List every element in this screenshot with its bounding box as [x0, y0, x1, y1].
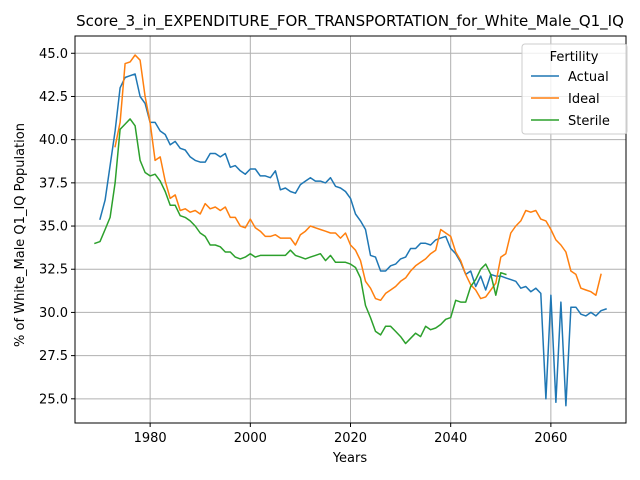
legend-title: Fertility [550, 50, 599, 65]
legend: Fertility Actual Ideal Sterile [521, 43, 628, 135]
legend-label-ideal: Ideal [568, 92, 600, 107]
chart-title: Score_3_in_EXPENDITURE_FOR_TRANSPORTATIO… [76, 12, 624, 31]
y-tick-label: 42.5 [39, 90, 68, 105]
y-tick-label: 32.5 [39, 263, 68, 278]
y-tick-label: 40.0 [39, 133, 68, 148]
series-line-sterile [94, 118, 507, 345]
series-lines [94, 54, 607, 407]
series-line-ideal [114, 54, 602, 302]
y-tick-label: 35.0 [39, 220, 68, 235]
legend-frame [521, 43, 628, 135]
x-tick-label: 2020 [334, 431, 367, 446]
legend-label-sterile: Sterile [568, 114, 610, 129]
legend-label-actual: Actual [568, 70, 609, 85]
x-tick-label: 1980 [134, 431, 167, 446]
y-axis-label: % of White_Male Q1_IQ Population [13, 123, 28, 347]
x-axis-label: Years [332, 451, 368, 466]
axis-ticks: 1980 2000 2020 2040 2060 25.0 27.5 30.0 32.5 35.0… [39, 47, 567, 446]
grid [75, 36, 626, 423]
y-tick-label: 27.5 [39, 349, 68, 364]
y-tick-label: 45.0 [39, 47, 68, 62]
y-tick-label: 30.0 [39, 306, 68, 321]
x-tick-label: 2000 [234, 431, 267, 446]
series-line-actual [99, 73, 607, 407]
y-tick-label: 37.5 [39, 176, 68, 191]
x-tick-label: 2060 [534, 431, 567, 446]
x-tick-label: 2040 [434, 431, 467, 446]
y-tick-label: 25.0 [39, 392, 68, 407]
